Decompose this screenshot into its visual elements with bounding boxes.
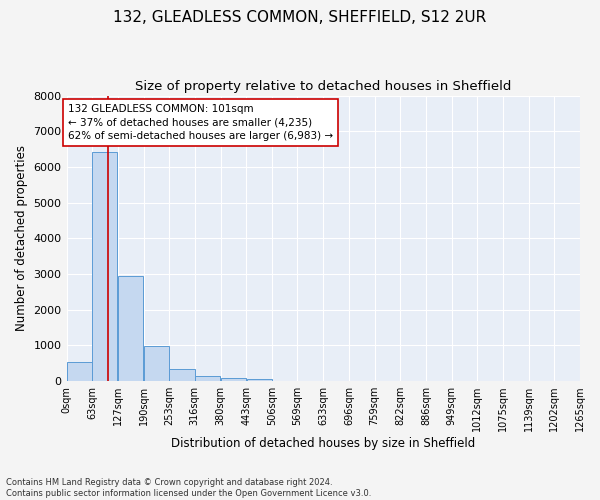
X-axis label: Distribution of detached houses by size in Sheffield: Distribution of detached houses by size … (171, 437, 475, 450)
Bar (195, 376, 220, 381)
Bar (221, 378, 246, 381)
Text: 132, GLEADLESS COMMON, SHEFFIELD, S12 2UR: 132, GLEADLESS COMMON, SHEFFIELD, S12 2U… (113, 10, 487, 25)
Bar (247, 379, 272, 381)
Y-axis label: Number of detached properties: Number of detached properties (15, 146, 28, 332)
Bar (169, 370, 194, 381)
Bar (144, 346, 169, 381)
Text: Contains HM Land Registry data © Crown copyright and database right 2024.
Contai: Contains HM Land Registry data © Crown c… (6, 478, 371, 498)
Bar (118, 276, 143, 381)
Title: Size of property relative to detached houses in Sheffield: Size of property relative to detached ho… (135, 80, 511, 93)
Bar (67, 362, 92, 381)
Bar (92, 152, 118, 381)
Text: 132 GLEADLESS COMMON: 101sqm
← 37% of detached houses are smaller (4,235)
62% of: 132 GLEADLESS COMMON: 101sqm ← 37% of de… (68, 104, 333, 141)
